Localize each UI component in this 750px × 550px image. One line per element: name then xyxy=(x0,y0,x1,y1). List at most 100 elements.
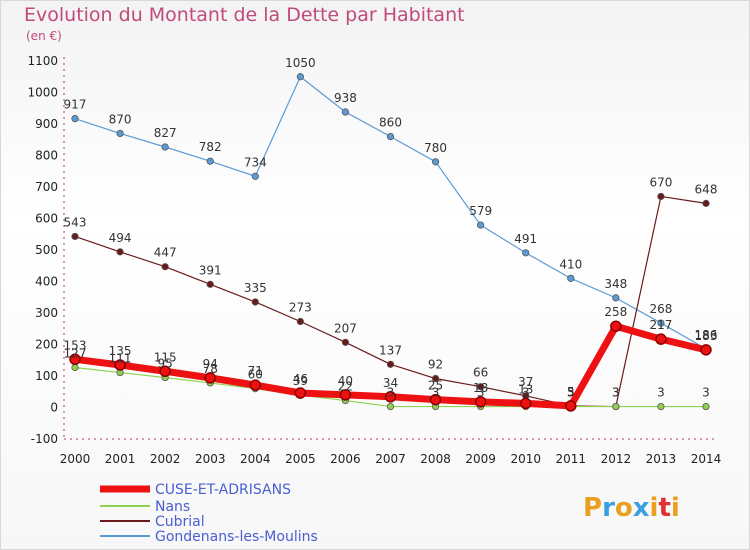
data-point xyxy=(341,108,350,116)
data-label: 183 xyxy=(695,329,718,343)
y-tick-label: 1000 xyxy=(27,86,58,100)
data-label: 5 xyxy=(567,385,575,399)
data-point xyxy=(386,133,395,141)
chart-title: Evolution du Montant de la Dette par Hab… xyxy=(24,4,465,26)
x-tick-label: 2007 xyxy=(375,452,406,466)
y-tick-label: 600 xyxy=(35,212,58,226)
data-label: 917 xyxy=(64,98,87,112)
data-point xyxy=(116,129,124,138)
data-point xyxy=(431,158,440,166)
data-point xyxy=(296,73,304,81)
data-point xyxy=(341,338,350,346)
data-label: 66 xyxy=(473,366,488,380)
data-label: 870 xyxy=(109,112,132,126)
y-tick-label: 0 xyxy=(50,401,58,415)
legend-label: Cubrial xyxy=(155,514,205,530)
x-tick-label: 2011 xyxy=(556,452,587,466)
x-tick-label: 2000 xyxy=(60,452,91,466)
data-point xyxy=(206,157,214,165)
data-point xyxy=(69,353,81,366)
data-label: 447 xyxy=(154,246,177,260)
data-point xyxy=(429,393,442,406)
data-label: 494 xyxy=(109,231,132,245)
data-label: 46 xyxy=(293,372,308,386)
data-label: 258 xyxy=(604,305,627,319)
data-label: 579 xyxy=(469,204,492,218)
data-point xyxy=(161,263,169,271)
y-tick-label: 200 xyxy=(35,338,58,352)
data-point xyxy=(251,298,259,306)
y-tick-label: 100 xyxy=(35,369,58,383)
x-tick-label: 2009 xyxy=(465,452,496,466)
data-label: 3 xyxy=(387,386,395,400)
data-label: 34 xyxy=(383,376,398,390)
data-label: 827 xyxy=(154,126,177,140)
data-point xyxy=(71,232,79,241)
data-label: 78 xyxy=(203,362,218,376)
data-point xyxy=(204,372,216,384)
data-label: 186 xyxy=(695,328,718,342)
data-point xyxy=(431,374,440,383)
data-point xyxy=(612,402,620,411)
x-tick-label: 2004 xyxy=(240,452,271,466)
data-label: 153 xyxy=(64,338,87,352)
data-label: 543 xyxy=(64,215,87,229)
data-label: 938 xyxy=(334,91,357,105)
legend-label: Gondenans-les-Moulins xyxy=(155,529,318,545)
data-label: 273 xyxy=(289,301,312,315)
data-label: 860 xyxy=(379,116,402,130)
data-label: 18 xyxy=(473,381,488,395)
data-point xyxy=(339,389,352,401)
data-label: 22 xyxy=(338,380,353,394)
data-label: 92 xyxy=(428,358,443,372)
data-point xyxy=(655,333,667,345)
data-label: 13 xyxy=(518,382,533,396)
data-point xyxy=(161,143,169,151)
data-point xyxy=(294,387,307,399)
data-label: 1050 xyxy=(285,56,316,70)
data-label: 71 xyxy=(248,364,263,378)
data-label: 268 xyxy=(649,302,672,316)
data-point xyxy=(657,319,665,327)
data-point xyxy=(384,391,397,403)
data-label: 127 xyxy=(64,346,87,360)
y-tick-label: 500 xyxy=(35,243,58,257)
data-label: 3 xyxy=(657,386,665,400)
data-label: 207 xyxy=(334,321,357,335)
data-point xyxy=(519,397,532,410)
legend-label: CUSE-ET-ADRISANS xyxy=(155,482,291,498)
data-label: 3 xyxy=(612,386,620,400)
data-point xyxy=(249,379,262,391)
data-label: 217 xyxy=(649,318,672,332)
data-point xyxy=(702,402,710,411)
data-point xyxy=(612,294,620,302)
data-label: 3 xyxy=(477,386,485,400)
data-label: 115 xyxy=(154,350,177,364)
y-tick-label: 1100 xyxy=(27,54,58,68)
data-label: 40 xyxy=(338,374,353,388)
data-label: 60 xyxy=(248,368,263,382)
data-point xyxy=(522,249,530,257)
data-point xyxy=(251,172,259,180)
data-point xyxy=(386,402,395,411)
y-tick-label: -100 xyxy=(31,432,58,446)
data-point xyxy=(657,402,665,411)
x-tick-label: 2012 xyxy=(601,452,632,466)
data-label: 410 xyxy=(559,257,582,271)
x-tick-label: 2013 xyxy=(646,452,677,466)
data-label: 137 xyxy=(379,343,402,357)
data-label: 3 xyxy=(432,386,440,400)
y-tick-label: 900 xyxy=(35,117,58,131)
data-label: 111 xyxy=(109,352,132,366)
data-point xyxy=(700,344,712,356)
data-label: 348 xyxy=(604,277,627,291)
y-tick-label: 800 xyxy=(35,149,58,163)
legend-label: Nans xyxy=(155,499,190,515)
data-label: 3 xyxy=(522,386,530,400)
data-label: 491 xyxy=(514,232,537,246)
y-tick-label: 300 xyxy=(35,306,58,320)
x-tick-label: 2008 xyxy=(420,452,451,466)
data-point xyxy=(567,274,575,282)
